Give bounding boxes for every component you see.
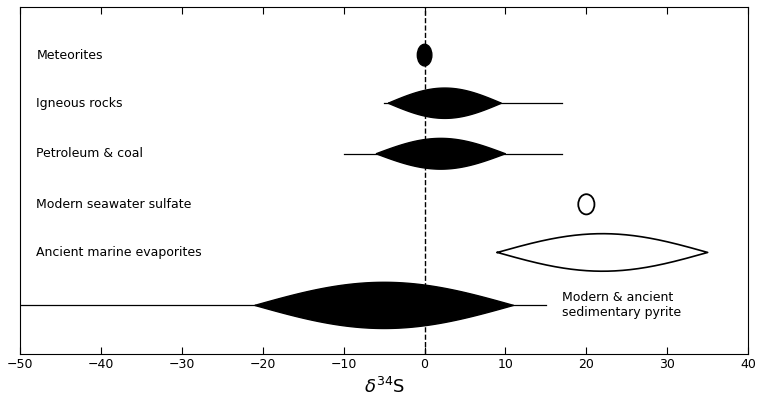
Text: Ancient marine evaporites: Ancient marine evaporites	[37, 246, 202, 259]
Text: Modern & ancient
sedimentary pyrite: Modern & ancient sedimentary pyrite	[562, 291, 681, 320]
Polygon shape	[255, 282, 513, 328]
Text: Igneous rocks: Igneous rocks	[37, 97, 123, 110]
Polygon shape	[376, 138, 505, 169]
Text: Meteorites: Meteorites	[37, 48, 103, 61]
Text: Petroleum & coal: Petroleum & coal	[37, 147, 143, 160]
Polygon shape	[497, 234, 707, 271]
Ellipse shape	[417, 44, 432, 66]
Text: Modern seawater sulfate: Modern seawater sulfate	[37, 198, 192, 211]
Polygon shape	[388, 88, 501, 118]
X-axis label: $\delta^{34}$S: $\delta^{34}$S	[364, 377, 404, 397]
